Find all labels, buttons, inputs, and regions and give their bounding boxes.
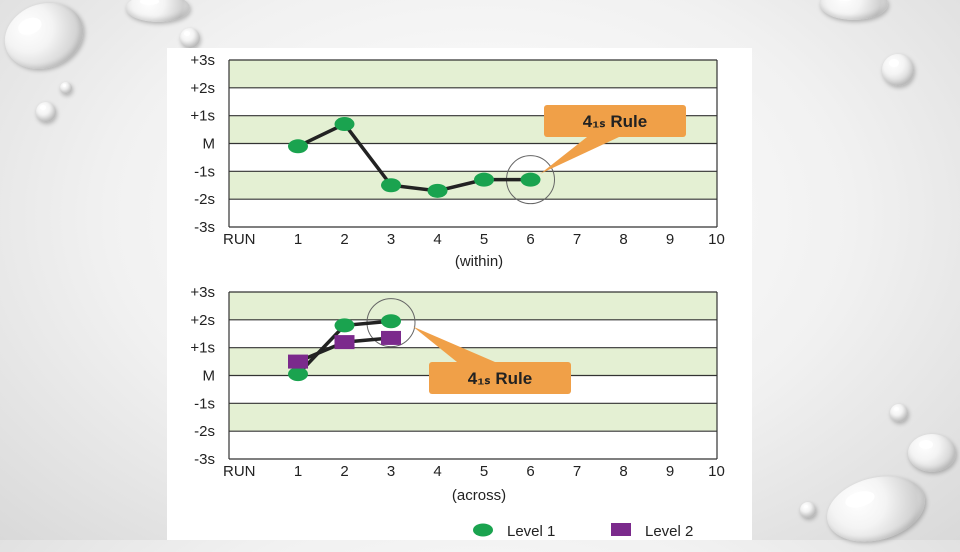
water-drop-icon bbox=[60, 82, 72, 94]
callout-box bbox=[429, 362, 571, 394]
x-tick-label: 2 bbox=[340, 231, 348, 248]
x-tick-label: 1 bbox=[294, 231, 302, 248]
water-drop-icon bbox=[820, 0, 888, 20]
x-tick-label: 5 bbox=[480, 231, 488, 248]
y-tick-label: +2s bbox=[190, 312, 215, 329]
level-1-point bbox=[334, 117, 355, 132]
x-tick-label: 9 bbox=[666, 231, 674, 248]
chart-band bbox=[229, 431, 717, 459]
x-axis-title: (across) bbox=[452, 487, 506, 504]
water-drop-icon bbox=[126, 0, 190, 22]
water-drop-icon bbox=[908, 434, 956, 472]
level-1-point bbox=[381, 178, 401, 193]
y-tick-label: -3s bbox=[194, 219, 215, 236]
y-tick-label: -1s bbox=[194, 395, 215, 412]
chart-band bbox=[229, 403, 717, 432]
y-tick-label: +3s bbox=[190, 284, 215, 301]
x-tick-label: 4 bbox=[433, 463, 441, 480]
callout-label: 4₁ₛ Rule bbox=[583, 112, 647, 131]
chart-band bbox=[229, 199, 717, 227]
x-tick-label: 8 bbox=[619, 463, 627, 480]
water-drop-icon bbox=[180, 28, 200, 48]
x-tick-label: 10 bbox=[708, 463, 725, 480]
x-tick-label: 2 bbox=[340, 463, 348, 480]
chart-band bbox=[229, 143, 717, 172]
y-tick-label: +1s bbox=[190, 340, 215, 357]
chart-band bbox=[229, 60, 717, 88]
y-tick-label: M bbox=[203, 368, 216, 385]
x-tick-label: 6 bbox=[526, 463, 534, 480]
level-2-point bbox=[288, 354, 308, 369]
water-drop-icon bbox=[36, 102, 56, 122]
level-1-point bbox=[520, 172, 541, 187]
qc-charts: +3s +2s +1s M -1s -2s -3s RUN 1 2 3 4 5 6 7 8 9 10 (within… bbox=[190, 52, 725, 540]
x-tick-label: 3 bbox=[387, 231, 395, 248]
legend-marker-1 bbox=[473, 523, 493, 537]
callout-pointer bbox=[413, 326, 495, 362]
legend-marker-2 bbox=[611, 523, 631, 536]
y-tick-label: +2s bbox=[190, 80, 215, 97]
x-tick-label: 7 bbox=[573, 463, 581, 480]
x-tick-label: 10 bbox=[708, 231, 725, 248]
x-axis-title: (within) bbox=[455, 253, 503, 270]
chart-band bbox=[229, 171, 717, 200]
legend-label-2: Level 2 bbox=[645, 523, 693, 540]
x-axis-label: RUN bbox=[223, 463, 256, 480]
level-1-point bbox=[288, 139, 308, 154]
x-tick-label: 3 bbox=[387, 463, 395, 480]
y-tick-label: -3s bbox=[194, 451, 215, 468]
chart-band bbox=[229, 292, 717, 320]
level-2-point bbox=[381, 330, 401, 345]
water-drop-icon bbox=[882, 54, 914, 86]
x-tick-label: 7 bbox=[573, 231, 581, 248]
level-1-point bbox=[334, 318, 355, 333]
legend-label-1: Level 1 bbox=[507, 523, 555, 540]
legend bbox=[473, 523, 631, 537]
x-tick-label: 1 bbox=[294, 463, 302, 480]
chart-2 bbox=[228, 291, 718, 460]
chart-1 bbox=[228, 59, 718, 228]
x-tick-label: 9 bbox=[666, 463, 674, 480]
x-axis-label: RUN bbox=[223, 231, 256, 248]
water-drop-icon bbox=[0, 0, 93, 80]
y-tick-label: +3s bbox=[190, 52, 215, 69]
water-drop-icon bbox=[819, 466, 933, 552]
y-tick-label: -2s bbox=[194, 423, 215, 440]
callout-label: 4₁ₛ Rule bbox=[468, 369, 532, 388]
level-1-point bbox=[427, 183, 448, 198]
x-tick-label: 5 bbox=[480, 463, 488, 480]
chart-band bbox=[229, 319, 717, 348]
x-tick-label: 6 bbox=[526, 231, 534, 248]
callout-box bbox=[544, 105, 686, 137]
level-1-point bbox=[381, 314, 401, 329]
water-drop-icon bbox=[890, 404, 908, 422]
y-tick-label: +1s bbox=[190, 108, 215, 125]
level-1-point bbox=[474, 172, 494, 187]
y-tick-label: M bbox=[203, 136, 216, 153]
y-tick-label: -2s bbox=[194, 191, 215, 208]
water-drop-icon bbox=[800, 502, 816, 518]
level-2-point bbox=[334, 335, 355, 350]
level-1-point bbox=[288, 367, 308, 382]
x-tick-label: 8 bbox=[619, 231, 627, 248]
chart-panel: +3s +2s +1s M -1s -2s -3s RUN 1 2 3 4 5 6 7 8 9 10 (within… bbox=[167, 48, 752, 540]
x-tick-label: 4 bbox=[433, 231, 441, 248]
y-tick-label: -1s bbox=[194, 163, 215, 180]
